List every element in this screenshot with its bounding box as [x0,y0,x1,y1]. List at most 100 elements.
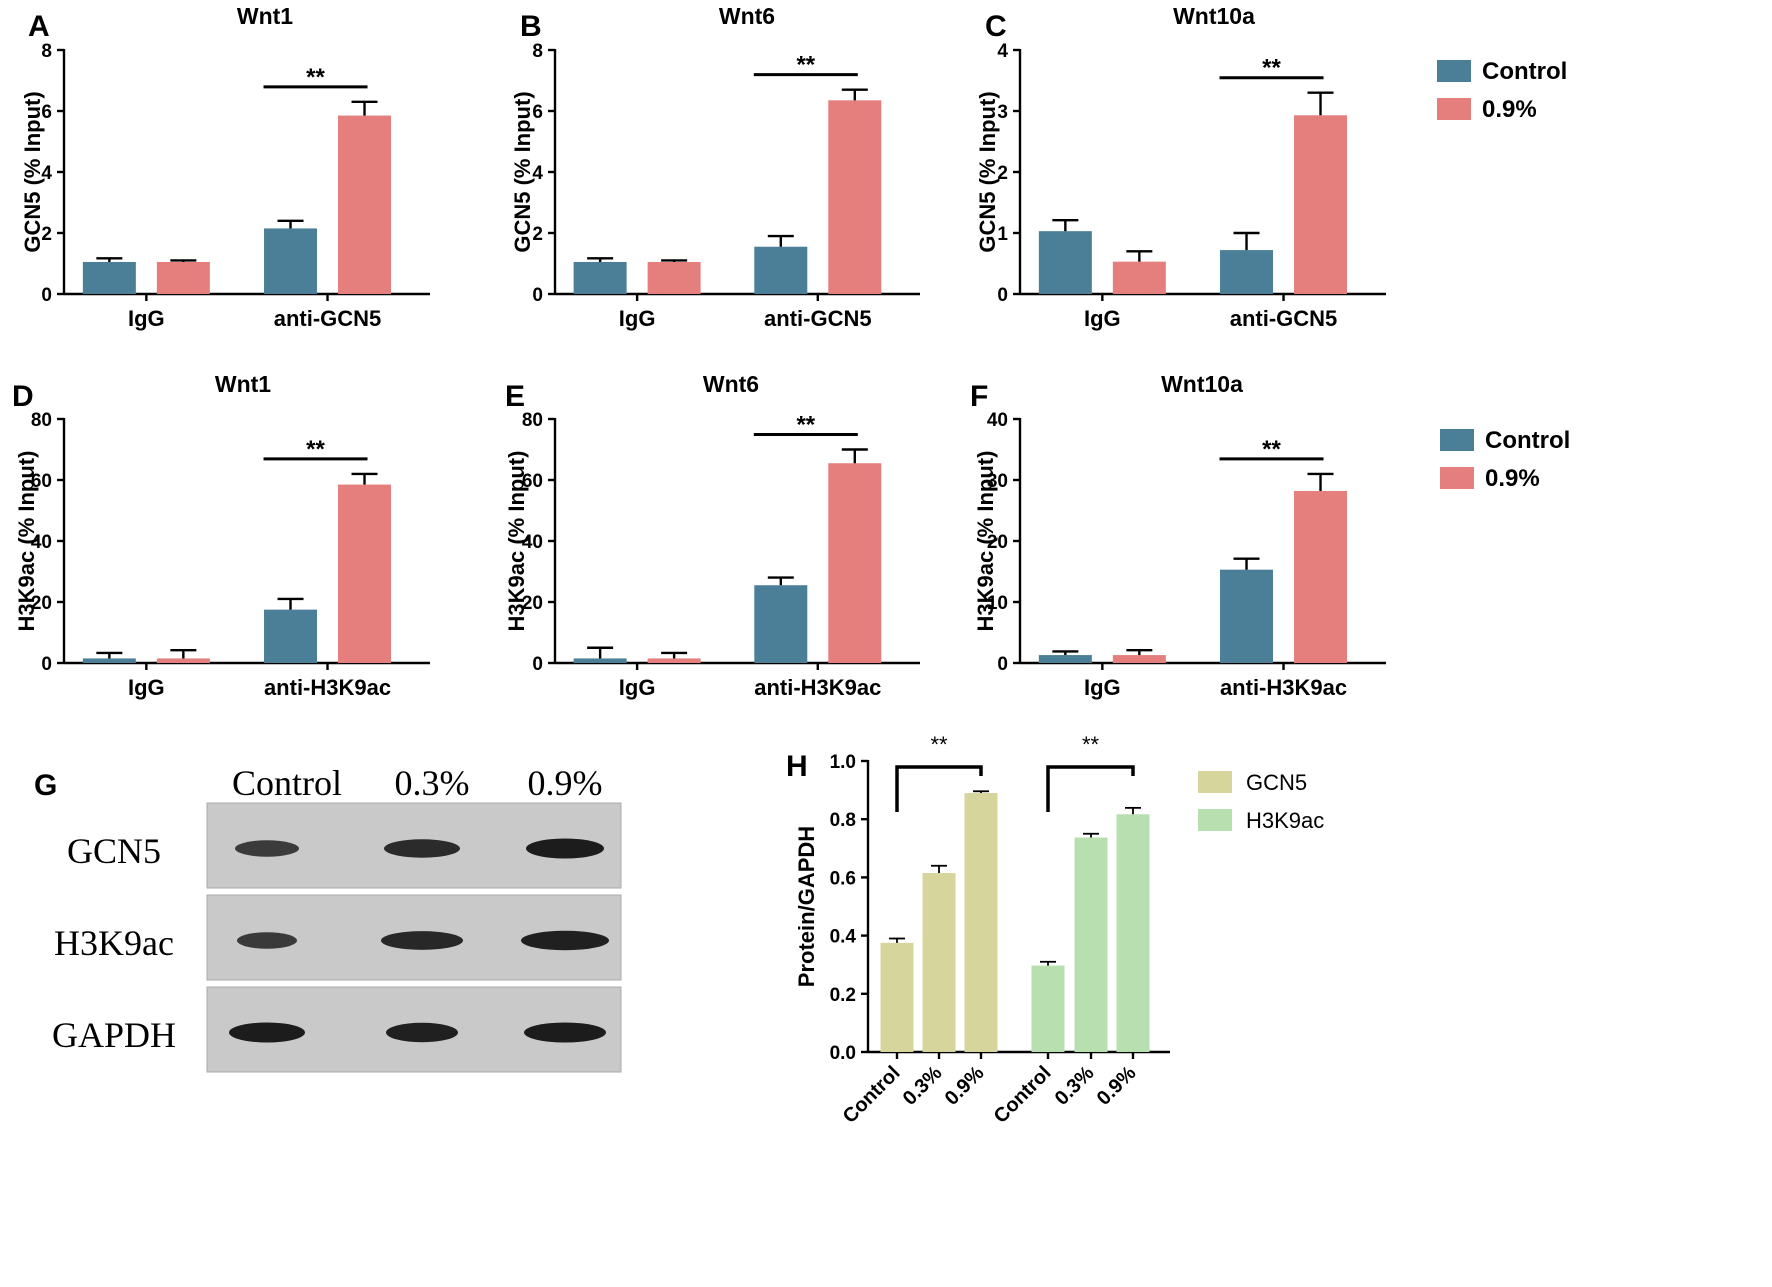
significance-label: ** [1262,55,1281,82]
chart-title: Wnt1 [237,3,293,29]
y-tick-label: 40 [987,410,1008,431]
y-tick-label: 3 [997,102,1008,123]
blot-band [521,930,609,951]
bar-09-0 [1112,261,1166,294]
y-tick-label: 30 [987,471,1008,492]
bar-control-0 [573,658,627,663]
blot-band [526,838,604,859]
panel-letter: F [970,380,988,413]
legend-legend-top: Control 0.9% [1437,58,1567,123]
legend-label: 0.9% [1482,96,1537,123]
bar-gcn5-2 [964,793,998,1052]
y-tick-label: 6 [41,102,52,123]
lane-label: 0.3% [395,763,470,803]
significance-label: ** [306,436,325,463]
y-axis-label: H3K9ac (% Input) [973,451,998,632]
significance-label: ** [796,412,815,439]
y-tick-label: 6 [532,102,543,123]
y-tick-label: 0.0 [830,1043,856,1064]
y-tick-label: 60 [522,471,543,492]
x-tick-label: 0.3% [1051,1062,1099,1110]
bar-control-1 [264,228,318,294]
lane-label: 0.9% [528,763,603,803]
y-tick-label: 0 [532,285,543,306]
chart-panel-b: B Wnt6 0 2 4 6 8 GCN5 (% Input) IgG anti-GCN5 ** [510,3,920,331]
x-tick-label: 0.3% [899,1062,947,1110]
y-tick-label: 0.8 [830,810,856,831]
x-tick-label: IgG [619,306,656,331]
y-tick-label: 20 [522,593,543,614]
chart-panel-e: E Wnt6 0 20 40 60 80 H3K9ac (% Input) IgG anti-H3… [504,371,920,700]
legend-swatch [1437,98,1471,120]
x-tick-label: anti-GCN5 [764,306,872,331]
y-tick-label: 40 [31,532,52,553]
x-tick-label: anti-H3K9ac [754,675,881,700]
chart-panel-f: F Wnt10a 0 10 20 30 40 H3K9ac (% Input) IgG anti-… [970,371,1386,700]
x-tick-label: IgG [1084,675,1121,700]
bar-control-1 [264,609,318,663]
bar-control-1 [754,246,808,294]
legend-swatch [1198,771,1232,793]
bar-control-0 [82,261,136,294]
bar-control-1 [1220,569,1274,663]
y-axis-label: GCN5 (% Input) [975,91,1000,252]
chart-title: Wnt10a [1161,371,1243,397]
x-tick-label: anti-H3K9ac [264,675,391,700]
y-tick-label: 80 [31,410,52,431]
chart-title: Wnt1 [215,371,271,397]
significance-bracket [895,765,983,812]
significance-label: ** [930,732,948,757]
bar-h3k9ac-2 [1116,814,1150,1052]
x-tick-label: anti-GCN5 [274,306,382,331]
y-axis-label: H3K9ac (% Input) [504,451,529,632]
bar-09-1 [1294,490,1348,663]
y-tick-label: 4 [41,163,52,184]
panel-letter: D [12,380,34,413]
x-tick-label: 0.9% [1093,1062,1141,1110]
legend-swatch [1198,809,1232,831]
panel-letter: A [28,10,50,43]
legend-swatch [1440,467,1474,489]
y-tick-label: 2 [41,224,52,245]
significance-label: ** [1262,436,1281,463]
legend-label: H3K9ac [1246,808,1324,833]
panel-letter: B [520,10,542,43]
blot-band [235,840,299,857]
bar-control-1 [754,585,808,663]
chart-title: Wnt6 [703,371,759,397]
x-tick-label: IgG [128,306,165,331]
bar-control-0 [1038,655,1092,663]
x-tick-label: Control [990,1062,1056,1128]
blot-band [381,931,463,950]
bar-gcn5-1 [922,873,956,1052]
legend-label: GCN5 [1246,770,1307,795]
significance-bracket [1046,765,1135,812]
y-tick-label: 40 [522,532,543,553]
bar-09-1 [338,484,392,663]
western-blot-panel-g: G Control 0.3% 0.9% GCN5 H3K9ac GAPDH [34,763,622,1073]
chart-panel-a: A Wnt1 0 2 4 6 8 GCN5 (% Input) IgG anti-GCN5 ** [20,3,430,331]
x-tick-label: IgG [128,675,165,700]
chart-title: Wnt10a [1173,3,1255,29]
legend-legend-mid: Control 0.9% [1440,427,1570,492]
bar-09-1 [828,100,882,294]
bar-h3k9ac-1 [1074,837,1108,1052]
x-tick-label: IgG [619,675,656,700]
y-tick-label: 0.2 [830,985,856,1006]
chart-title: Wnt6 [719,3,775,29]
legend-swatch [1440,429,1474,451]
blot-band [229,1022,305,1043]
y-tick-label: 8 [41,41,52,62]
panel-letter: H [786,750,808,783]
blot-band [386,1022,458,1043]
legend-label: Control [1485,427,1570,454]
legend-label: Control [1482,58,1567,85]
bar-control-1 [1220,250,1274,294]
y-tick-label: 4 [997,41,1008,62]
panel-letter: E [505,380,525,413]
panel-letter: C [985,10,1007,43]
blot-band [237,932,297,949]
significance-label: ** [796,52,815,79]
bar-control-0 [82,658,136,663]
